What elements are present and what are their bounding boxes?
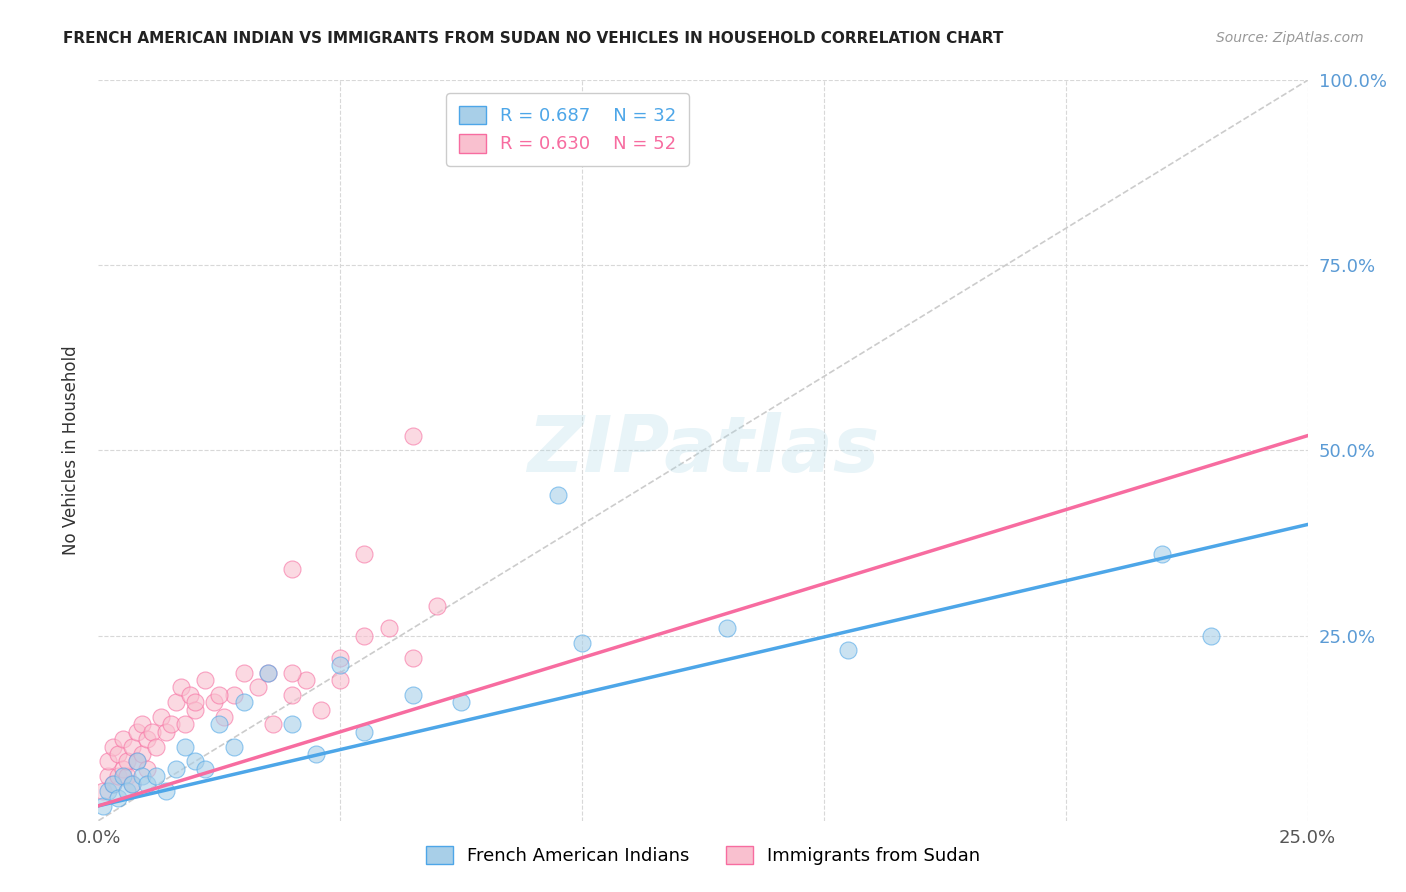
Point [121, 776, 143, 791]
Point [1152, 547, 1174, 561]
Point [281, 665, 304, 680]
Point [141, 724, 163, 739]
Point [97, 755, 120, 769]
Point [353, 628, 375, 642]
Point [111, 732, 134, 747]
Legend: French American Indians, Immigrants from Sudan: French American Indians, Immigrants from… [416, 837, 990, 874]
Point [547, 488, 569, 502]
Point [232, 665, 254, 680]
Point [117, 784, 139, 798]
Point [329, 673, 352, 687]
Point [91, 784, 114, 798]
Point [135, 732, 157, 747]
Point [450, 695, 472, 709]
Point [222, 739, 245, 754]
Point [117, 755, 139, 769]
Point [127, 724, 149, 739]
Point [571, 636, 593, 650]
Point [1199, 628, 1222, 642]
Point [155, 784, 177, 798]
Point [247, 681, 270, 695]
Point [837, 643, 859, 657]
Point [155, 724, 177, 739]
Point [145, 739, 167, 754]
Point [353, 547, 375, 561]
Point [174, 717, 197, 731]
Point [256, 665, 278, 680]
Point [232, 695, 254, 709]
Point [101, 739, 124, 754]
Point [329, 658, 352, 673]
Point [160, 717, 183, 731]
Point [121, 776, 143, 791]
Point [107, 791, 129, 805]
Point [111, 769, 134, 783]
Point [107, 747, 129, 761]
Point [121, 739, 143, 754]
Point [716, 621, 738, 635]
Point [101, 776, 124, 791]
Point [111, 762, 134, 776]
Point [204, 695, 226, 709]
Point [402, 428, 425, 442]
Legend: R = 0.687    N = 32, R = 0.630    N = 52: R = 0.687 N = 32, R = 0.630 N = 52 [446, 93, 689, 166]
Point [150, 710, 173, 724]
Point [402, 688, 425, 702]
Y-axis label: No Vehicles in Household: No Vehicles in Household [62, 345, 80, 556]
Text: Source: ZipAtlas.com: Source: ZipAtlas.com [1216, 31, 1364, 45]
Point [262, 717, 284, 731]
Point [222, 688, 245, 702]
Point [194, 673, 217, 687]
Point [426, 599, 449, 613]
Point [184, 755, 207, 769]
Point [101, 776, 124, 791]
Point [281, 717, 304, 731]
Point [194, 762, 217, 776]
Point [97, 769, 120, 783]
Point [208, 688, 231, 702]
Point [329, 650, 352, 665]
Point [281, 562, 304, 576]
Point [135, 776, 157, 791]
Point [165, 762, 187, 776]
Point [184, 703, 207, 717]
Point [208, 717, 231, 731]
Point [165, 695, 187, 709]
Point [174, 739, 197, 754]
Point [305, 747, 328, 761]
Point [131, 769, 153, 783]
Point [107, 769, 129, 783]
Point [169, 681, 191, 695]
Point [145, 769, 167, 783]
Point [131, 717, 153, 731]
Point [402, 650, 425, 665]
Point [281, 688, 304, 702]
Point [179, 688, 201, 702]
Text: FRENCH AMERICAN INDIAN VS IMMIGRANTS FROM SUDAN NO VEHICLES IN HOUSEHOLD CORRELA: FRENCH AMERICAN INDIAN VS IMMIGRANTS FRO… [63, 31, 1004, 46]
Point [353, 724, 375, 739]
Point [135, 762, 157, 776]
Point [377, 621, 399, 635]
Text: ZIPatlas: ZIPatlas [527, 412, 879, 489]
Point [91, 798, 114, 813]
Point [127, 755, 149, 769]
Point [256, 665, 278, 680]
Point [117, 769, 139, 783]
Point [309, 703, 332, 717]
Point [212, 710, 235, 724]
Point [295, 673, 318, 687]
Point [131, 747, 153, 761]
Point [127, 755, 149, 769]
Point [97, 784, 120, 798]
Point [184, 695, 207, 709]
